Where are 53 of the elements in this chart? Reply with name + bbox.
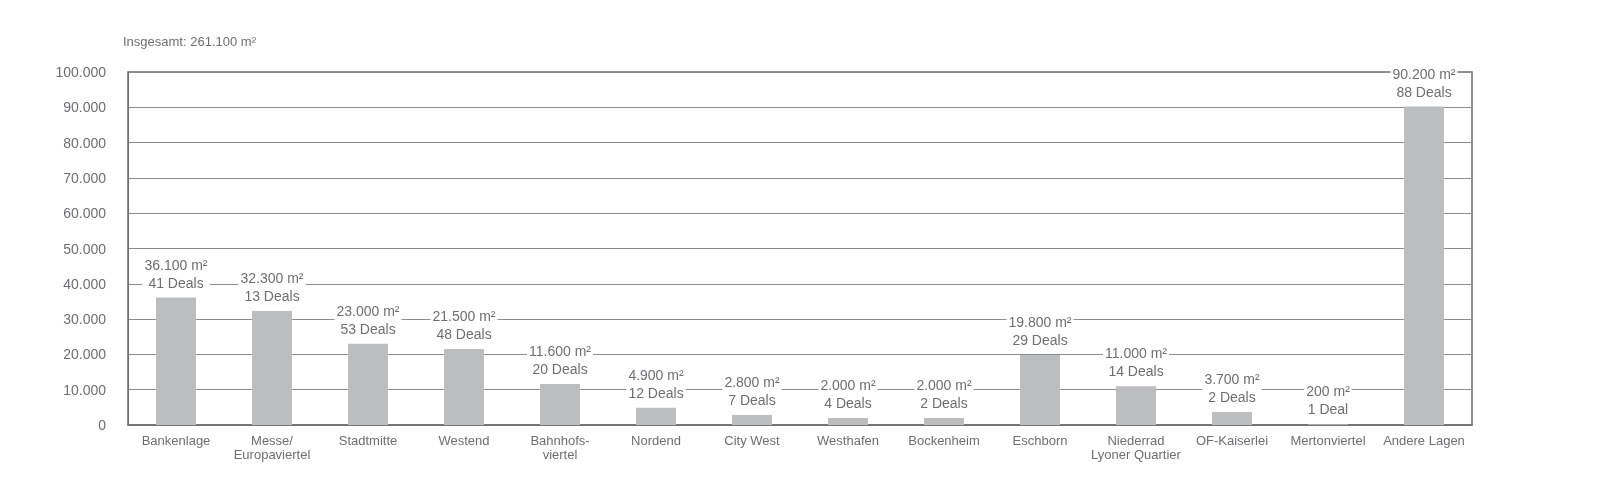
data-label: 21.500 m² 48 Deals: [432, 308, 496, 343]
x-tick-label: Stadtmitte: [338, 432, 398, 448]
bar: [732, 415, 772, 425]
y-tick-label: 50.000: [63, 240, 107, 257]
data-label: 4.900 m² 12 Deals: [628, 366, 684, 401]
data-label: 23.000 m² 53 Deals: [336, 302, 400, 337]
chart-title: Insgesamt: 261.100 m²: [123, 34, 257, 49]
data-label: 2.000 m² 2 Deals: [916, 376, 972, 411]
bar: [444, 349, 484, 425]
x-tick-label: Westhafen: [817, 432, 879, 448]
bar: [636, 407, 676, 425]
x-tick-label: Niederrad Lyoner Quartier: [1091, 432, 1182, 462]
bar: [540, 384, 580, 425]
x-tick-label: Westend: [438, 432, 490, 448]
x-tick-label: Eschborn: [1012, 432, 1068, 448]
x-tick-label: City West: [724, 432, 781, 448]
x-tick-label: Bockenheim: [908, 432, 980, 448]
x-tick-label: Bankenlage: [141, 432, 211, 448]
data-label: 2.000 m² 4 Deals: [820, 376, 876, 411]
data-label: 11.000 m² 14 Deals: [1105, 345, 1168, 380]
y-tick-label: 10.000: [63, 381, 107, 398]
y-tick-label: 90.000: [63, 99, 107, 116]
y-tick-label: 70.000: [63, 169, 107, 186]
data-label: 36.100 m² 41 Deals: [144, 256, 208, 291]
data-label: 11.600 m² 20 Deals: [529, 343, 592, 378]
data-label: 2.800 m² 7 Deals: [724, 374, 780, 409]
data-label: 19.800 m² 29 Deals: [1008, 314, 1072, 349]
data-label: 200 m² 1 Deal: [1306, 383, 1351, 418]
y-tick-label: 30.000: [63, 311, 107, 328]
x-tick-label: Mertonviertel: [1290, 432, 1366, 448]
bar: [924, 417, 964, 425]
x-tick-label: OF-Kaiserlei: [1195, 432, 1269, 448]
y-tick-label: 40.000: [63, 275, 107, 292]
y-tick-label: 100.000: [55, 64, 107, 80]
x-tick-label: Messe/ Europaviertel: [233, 432, 311, 462]
y-tick-label: 80.000: [63, 134, 107, 151]
x-tick-label: Bahnhofs- viertel: [530, 432, 590, 462]
bar: [1020, 355, 1060, 425]
x-tick-label: Nordend: [631, 432, 681, 448]
bar: [1116, 386, 1156, 425]
bar: [156, 297, 196, 425]
y-tick-label: 60.000: [63, 205, 107, 222]
bar: [1404, 106, 1444, 425]
bar: [1212, 411, 1252, 425]
data-label: 32.300 m² 13 Deals: [240, 269, 304, 304]
y-tick-label: 20.000: [63, 346, 107, 363]
data-label: 90.200 m² 88 Deals: [1392, 65, 1456, 100]
bar: [348, 343, 388, 425]
y-tick-label: 0: [98, 417, 107, 433]
bar: [828, 417, 868, 425]
x-tick-label: Andere Lagen: [1383, 432, 1465, 448]
bar: [252, 310, 292, 425]
data-label: 3.700 m² 2 Deals: [1204, 370, 1260, 405]
